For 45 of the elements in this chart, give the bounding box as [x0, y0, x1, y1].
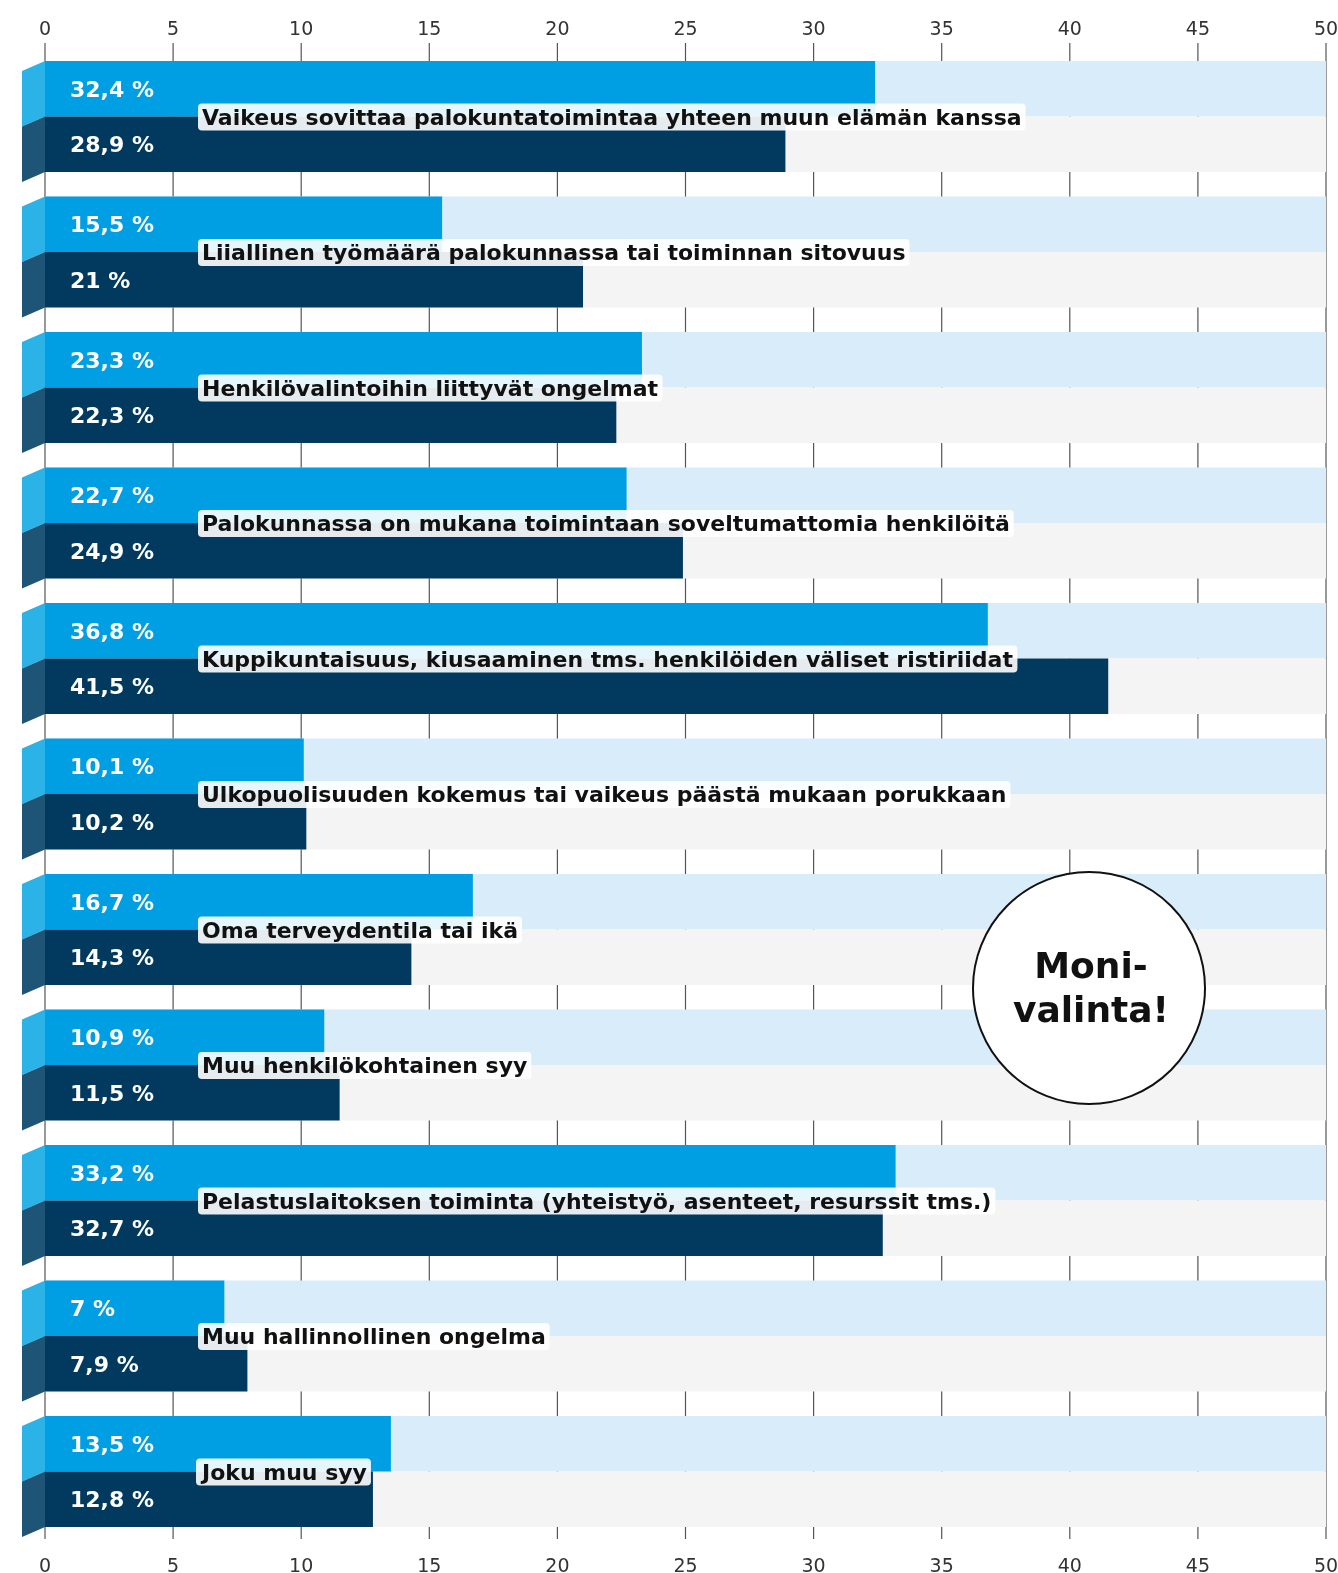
x-tick-label: 10 — [289, 17, 314, 39]
x2-tick-label: 20 — [545, 1554, 570, 1573]
data-label: 21 % — [70, 267, 131, 293]
data-label: 10,1 % — [70, 754, 154, 780]
x2-tick-label: 0 — [38, 1554, 52, 1573]
x-tick-label: 30 — [801, 17, 826, 39]
x2-tick-label: 5 — [167, 1554, 180, 1573]
x2-tick-label: 35 — [929, 1554, 954, 1573]
data-label: 15,5 % — [70, 212, 154, 238]
x2-tick-label: 50 — [1313, 1554, 1338, 1573]
data-label: 16,7 % — [70, 889, 154, 915]
data-label: 13,5 % — [70, 1431, 154, 1457]
x-tick-label: 45 — [1185, 17, 1210, 39]
x2-tick-label: 45 — [1185, 1554, 1210, 1573]
x-tick-label: 35 — [929, 17, 954, 39]
x2-tick-label: 15 — [417, 1554, 442, 1573]
data-label: 7,9 % — [70, 1351, 139, 1377]
data-label: 10,9 % — [70, 1025, 154, 1051]
x2-tick-label: 25 — [673, 1554, 698, 1573]
data-label: 36,8 % — [70, 618, 154, 644]
data-label: 33,2 % — [70, 1160, 154, 1186]
x2-tick-label: 10 — [289, 1554, 314, 1573]
data-label: 23,3 % — [70, 347, 154, 373]
data-label: 7 % — [70, 1296, 116, 1322]
x2-tick-label: 40 — [1057, 1554, 1082, 1573]
data-label: 32,4 % — [70, 76, 154, 102]
data-label: 32,7 % — [70, 1216, 154, 1242]
annotation: Moni-valinta! — [1013, 945, 1169, 1030]
x-tick-label: 25 — [673, 17, 698, 39]
x-tick-label: 0 — [38, 17, 52, 39]
data-label: 14,3 % — [70, 945, 154, 971]
x-tick-label: 50 — [1313, 17, 1338, 39]
data-label: 12,8 % — [70, 1487, 154, 1513]
x2-tick-label: 30 — [801, 1554, 826, 1573]
data-label: 22,3 % — [70, 403, 154, 429]
x-tick-label: 20 — [545, 17, 570, 39]
data-label: 22,7 % — [70, 483, 154, 509]
x-tick-label: 15 — [417, 17, 442, 39]
x-tick-label: 5 — [167, 17, 180, 39]
data-label: 10,2 % — [70, 809, 154, 835]
data-label: 28,9 % — [70, 132, 154, 158]
data-label: 11,5 % — [70, 1080, 154, 1106]
x-tick-label: 40 — [1057, 17, 1082, 39]
data-label: 41,5 % — [70, 674, 154, 700]
data-label: 24,9 % — [70, 538, 154, 564]
